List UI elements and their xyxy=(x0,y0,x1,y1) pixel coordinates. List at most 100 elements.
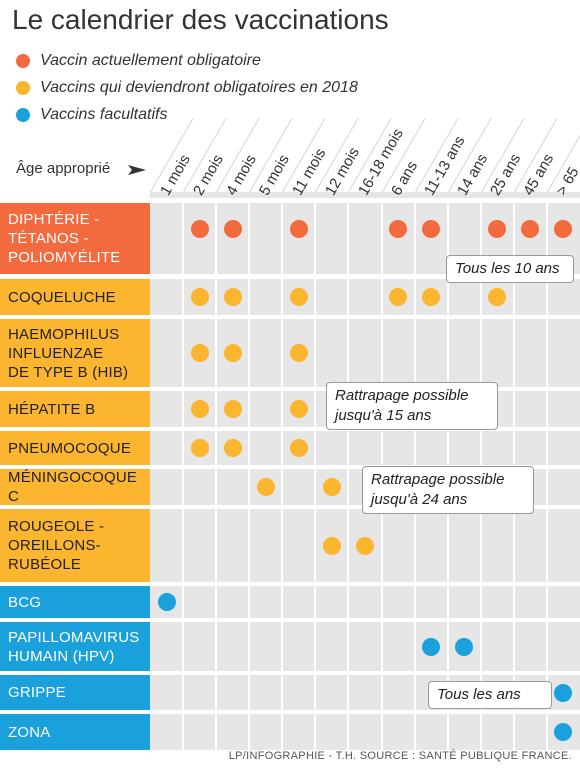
blue-dot-icon xyxy=(16,108,30,122)
grid-column-divider xyxy=(314,622,317,671)
grid-column-divider xyxy=(347,586,350,618)
grid-column-divider xyxy=(281,391,284,427)
grid-column-divider xyxy=(512,586,515,618)
vaccination-dose-dot xyxy=(554,723,573,741)
grid-column-divider xyxy=(413,509,416,582)
vaccination-dose-dot xyxy=(190,220,209,238)
vaccination-dose-dot xyxy=(223,344,242,362)
grid-column-divider xyxy=(413,714,416,750)
grid-column-divider xyxy=(347,509,350,582)
vaccination-dose-dot xyxy=(289,220,308,238)
grid-column-divider xyxy=(215,509,218,582)
grid-column-divider xyxy=(314,279,317,315)
vaccine-row-label: HÉPATITE B xyxy=(0,391,150,427)
grid-column-divider xyxy=(545,319,548,387)
grid-column-divider xyxy=(446,203,449,274)
vaccine-row-label: ROUGEOLE - OREILLONS- RUBÉOLE xyxy=(0,509,150,582)
grid-column-divider xyxy=(413,675,416,710)
grid-column-divider xyxy=(182,586,185,618)
grid-column-divider xyxy=(248,279,251,315)
grid-column-divider xyxy=(446,279,449,315)
grid-column-divider xyxy=(479,586,482,618)
grid-column-divider xyxy=(281,279,284,315)
vaccination-dose-dot xyxy=(223,220,242,238)
grid-column-divider xyxy=(314,431,317,465)
vaccination-dose-dot xyxy=(190,439,209,457)
vaccination-dose-dot xyxy=(190,288,209,306)
grid-column-divider xyxy=(545,622,548,671)
grid-column-divider xyxy=(479,279,482,315)
grid-column-divider xyxy=(314,391,317,427)
grid-column-divider xyxy=(446,431,449,465)
vaccine-row-label: PAPILLOMAVIRUS HUMAIN (HPV) xyxy=(0,622,150,671)
grid-column-divider xyxy=(215,675,218,710)
grid-column-divider xyxy=(347,469,350,505)
legend-label: Vaccins qui deviendront obligatoires en … xyxy=(40,79,358,96)
grid-column-divider xyxy=(545,469,548,505)
grid-column-divider xyxy=(479,714,482,750)
vaccination-dose-dot xyxy=(422,220,441,238)
grid-column-divider xyxy=(479,203,482,274)
grid-column-divider xyxy=(380,431,383,465)
grid-column-divider xyxy=(545,203,548,274)
grid-column-divider xyxy=(380,509,383,582)
grid-column-divider xyxy=(314,319,317,387)
grid-column-divider xyxy=(281,675,284,710)
grid-column-divider xyxy=(314,509,317,582)
grid-column-divider xyxy=(182,675,185,710)
vaccine-row-label: COQUELUCHE xyxy=(0,279,150,315)
vaccination-dose-dot xyxy=(554,220,573,238)
grid-column-divider xyxy=(248,431,251,465)
grid-column-divider xyxy=(380,203,383,274)
grid-column-divider xyxy=(215,469,218,505)
vaccination-dose-dot xyxy=(455,637,474,656)
grid-column-divider xyxy=(446,586,449,618)
grid-column-divider xyxy=(512,391,515,427)
grid-column-divider xyxy=(215,622,218,671)
vaccination-dose-dot xyxy=(322,536,341,555)
vaccination-dose-dot xyxy=(289,288,308,306)
vaccination-dose-dot xyxy=(223,400,242,418)
grid-column-divider xyxy=(545,586,548,618)
vaccine-row-cells xyxy=(150,279,580,315)
grid-column-divider xyxy=(248,203,251,274)
grid-column-divider xyxy=(215,319,218,387)
grid-column-divider xyxy=(479,431,482,465)
grid-column-divider xyxy=(512,203,515,274)
grid-column-divider xyxy=(248,509,251,582)
grid-column-divider xyxy=(413,319,416,387)
yellow-dot-icon xyxy=(16,81,30,95)
grid-column-divider xyxy=(215,714,218,750)
grid-column-divider xyxy=(281,622,284,671)
vaccination-dose-dot xyxy=(422,288,441,306)
grid-column-divider xyxy=(248,469,251,505)
grid-column-divider xyxy=(314,469,317,505)
grid-column-divider xyxy=(545,431,548,465)
grid-column-divider xyxy=(182,469,185,505)
vaccination-dose-dot xyxy=(289,400,308,418)
age-header-strip xyxy=(150,192,580,198)
grid-column-divider xyxy=(479,319,482,387)
grid-column-divider xyxy=(248,319,251,387)
grid-column-divider xyxy=(182,622,185,671)
grid-column-divider xyxy=(545,509,548,582)
grid-column-divider xyxy=(347,279,350,315)
grid-column-divider xyxy=(512,319,515,387)
vaccine-row-label: DIPHTÉRIE - TÉTANOS - POLIOMYÉLITE xyxy=(0,203,150,274)
grid-column-divider xyxy=(380,675,383,710)
grid-column-divider xyxy=(182,431,185,465)
grid-column-divider xyxy=(281,714,284,750)
vaccination-dose-dot xyxy=(389,220,408,238)
grid-column-divider xyxy=(215,431,218,465)
source-credit: LP/INFOGRAPHIE - T.H. SOURCE : SANTÉ PUB… xyxy=(228,750,572,762)
grid-column-divider xyxy=(347,714,350,750)
vaccine-row-cells xyxy=(150,622,580,671)
grid-column-divider xyxy=(545,279,548,315)
grid-column-divider xyxy=(479,509,482,582)
orange-dot-icon xyxy=(16,54,30,68)
grid-column-divider xyxy=(347,431,350,465)
grid-column-divider xyxy=(215,586,218,618)
vaccination-dose-dot xyxy=(157,593,176,611)
grid-column-divider xyxy=(281,203,284,274)
grid-column-divider xyxy=(314,586,317,618)
